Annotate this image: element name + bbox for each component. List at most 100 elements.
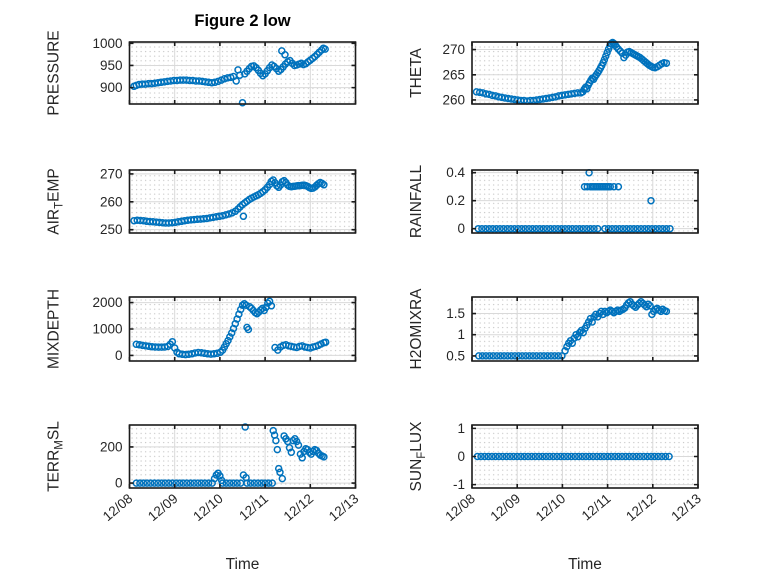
y-tick-label: 0 bbox=[115, 476, 123, 491]
data-point bbox=[554, 352, 563, 360]
figure-title: Figure 2 low bbox=[194, 12, 290, 30]
data-point bbox=[507, 352, 516, 360]
x-tick-label: 12/08 bbox=[442, 491, 478, 524]
data-point bbox=[585, 452, 594, 461]
data-point bbox=[502, 452, 511, 461]
data-point bbox=[665, 452, 673, 461]
data-point bbox=[648, 224, 656, 233]
data-point bbox=[321, 45, 329, 53]
y-tick-label: 0.5 bbox=[446, 348, 465, 363]
data-point bbox=[557, 224, 566, 233]
data-point bbox=[285, 444, 294, 452]
axes-box bbox=[471, 169, 699, 234]
y-axis-label: SUNFLUX bbox=[408, 421, 428, 492]
y-tick-label: 1000 bbox=[92, 36, 122, 51]
data-point bbox=[596, 452, 605, 461]
data-point bbox=[662, 307, 671, 316]
y-tick-label: 950 bbox=[100, 58, 123, 73]
data-point bbox=[491, 452, 500, 461]
data-point bbox=[227, 329, 236, 337]
data-point bbox=[658, 452, 666, 461]
data-point bbox=[150, 479, 159, 487]
data-point bbox=[651, 224, 660, 233]
data-point bbox=[561, 224, 569, 233]
subplot-sun-flux: -1 0 1 SUNFLUX 12/08 12/09 12/10 12/11 12/12 12/1… bbox=[408, 421, 704, 573]
data-point bbox=[550, 224, 559, 233]
data-point bbox=[254, 479, 262, 487]
data-point bbox=[607, 452, 615, 461]
series-h2omixra bbox=[475, 297, 671, 360]
axis-ticks bbox=[471, 42, 699, 104]
data-point bbox=[536, 352, 545, 360]
data-point bbox=[608, 224, 616, 233]
data-point bbox=[238, 301, 247, 309]
data-point bbox=[197, 479, 206, 487]
axis-ticks bbox=[128, 425, 357, 488]
y-axis-label: THETA bbox=[408, 48, 425, 98]
data-point bbox=[496, 352, 505, 360]
data-point bbox=[644, 300, 653, 308]
data-point bbox=[246, 479, 255, 487]
data-point bbox=[484, 452, 493, 461]
data-point bbox=[626, 224, 634, 233]
data-point bbox=[633, 224, 642, 233]
data-point bbox=[478, 352, 487, 360]
data-point bbox=[614, 45, 623, 53]
y-tick-label: 0.2 bbox=[446, 193, 465, 208]
data-point bbox=[542, 452, 550, 461]
data-point bbox=[636, 452, 644, 461]
data-point bbox=[183, 479, 191, 487]
x-tick-label: 12/10 bbox=[190, 491, 226, 524]
data-point bbox=[229, 479, 238, 487]
data-point bbox=[603, 452, 612, 461]
data-point bbox=[241, 423, 249, 431]
y-tick-label: 270 bbox=[442, 42, 465, 57]
data-point bbox=[545, 452, 554, 461]
data-point bbox=[564, 452, 572, 461]
data-point bbox=[287, 448, 296, 457]
data-point bbox=[478, 224, 486, 233]
data-point bbox=[611, 452, 619, 461]
data-point bbox=[625, 452, 634, 461]
data-point bbox=[294, 441, 303, 449]
data-point bbox=[210, 350, 218, 358]
axis-ticks bbox=[471, 170, 699, 233]
data-point bbox=[201, 479, 209, 487]
data-point bbox=[506, 452, 514, 461]
data-point bbox=[485, 224, 493, 233]
data-point bbox=[267, 302, 276, 310]
data-point bbox=[168, 337, 177, 346]
data-point bbox=[647, 196, 655, 205]
data-point bbox=[574, 333, 582, 341]
data-point bbox=[540, 352, 548, 360]
y-tick-label: 1000 bbox=[92, 322, 122, 337]
data-point bbox=[499, 224, 508, 233]
data-point bbox=[212, 471, 221, 479]
data-point bbox=[546, 224, 555, 233]
data-point bbox=[243, 479, 251, 487]
data-point bbox=[521, 224, 530, 233]
data-point bbox=[554, 224, 562, 233]
data-point bbox=[527, 452, 536, 461]
axis-ticks bbox=[471, 297, 699, 361]
axes-box bbox=[128, 41, 357, 105]
data-point bbox=[571, 452, 579, 461]
data-point bbox=[503, 352, 512, 360]
data-point bbox=[186, 479, 195, 487]
data-point bbox=[564, 224, 573, 233]
axes-box bbox=[128, 424, 357, 489]
data-point bbox=[493, 352, 501, 360]
data-point bbox=[216, 472, 224, 480]
y-tick-label: 900 bbox=[100, 80, 123, 95]
data-point bbox=[218, 479, 227, 487]
data-point bbox=[488, 452, 496, 461]
data-point bbox=[268, 479, 277, 487]
series-mixdepth bbox=[132, 297, 330, 359]
data-point bbox=[480, 452, 489, 461]
axis-ticks bbox=[128, 170, 357, 233]
data-point bbox=[518, 352, 526, 360]
data-point bbox=[650, 452, 659, 461]
data-point bbox=[492, 224, 501, 233]
data-point bbox=[165, 479, 173, 487]
